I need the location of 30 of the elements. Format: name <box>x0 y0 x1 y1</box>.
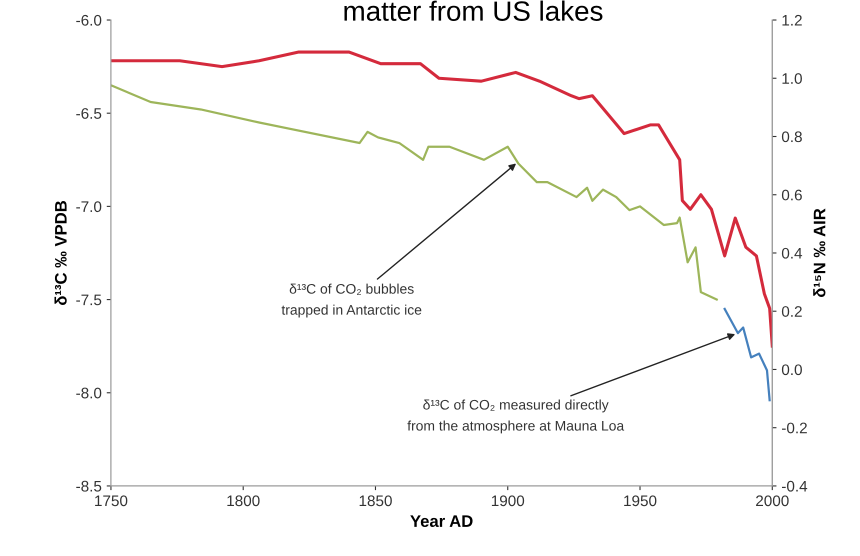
line-series <box>110 84 718 301</box>
y-tick-label: -6.0 <box>76 14 102 26</box>
x-tick-label: 2000 <box>756 495 789 506</box>
y2-tick-label: 0.0 <box>782 364 802 376</box>
y-axis-title: δ¹³C ‰ VPDB <box>54 201 67 306</box>
y-tick-label: -7.0 <box>76 201 102 212</box>
x-tick-label: 1750 <box>95 495 128 506</box>
y2-tick-label: -0.4 <box>782 480 808 492</box>
y2-tick-label: 0.6 <box>782 190 802 200</box>
y-tick-label: -6.5 <box>76 108 102 119</box>
annotation: δ¹³C of CO₂ measured directly from the atmosphere at Mauna Loa <box>407 399 624 434</box>
x-tick-label: 1950 <box>624 495 656 506</box>
x-tick-label: 1850 <box>360 495 392 506</box>
y2-tick-label: 0.4 <box>782 248 802 259</box>
y2-tick-label: 0.8 <box>782 131 802 142</box>
x-tick-label: 1800 <box>227 495 260 506</box>
chart-title: matter from US lakes <box>344 0 602 21</box>
y2-tick-label: -0.2 <box>782 422 807 434</box>
y-tick-label: -7.5 <box>76 294 102 306</box>
y-tick-label: -8.5 <box>76 480 102 492</box>
y2-tick-label: 0.2 <box>782 306 802 317</box>
annotation: δ¹³C of CO₂ bubbles trapped in Antarctic ice <box>282 284 422 318</box>
y2-axis-title: δ¹⁵N ‰ AIR <box>813 208 826 298</box>
y2-tick-label: 1.0 <box>782 73 802 84</box>
y-tick-label: -8.0 <box>76 388 102 398</box>
x-tick-label: 1900 <box>492 495 524 506</box>
line-series <box>724 308 771 402</box>
y2-tick-label: 1.2 <box>782 14 802 26</box>
x-axis-title: Year AD <box>410 515 473 528</box>
line-series <box>110 50 772 348</box>
